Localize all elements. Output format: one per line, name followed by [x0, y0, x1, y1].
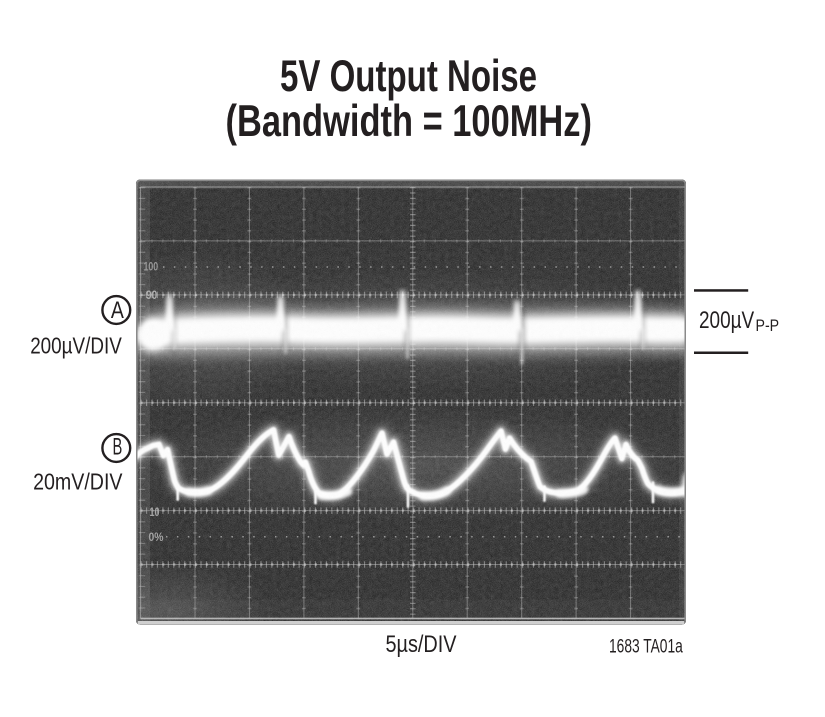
svg-text:5µs/DIV: 5µs/DIV: [386, 631, 457, 658]
svg-text:200µV/DIV: 200µV/DIV: [30, 333, 122, 359]
svg-text:1683 TA01a: 1683 TA01a: [609, 636, 683, 657]
svg-text:(Bandwidth = 100MHz): (Bandwidth = 100MHz): [226, 97, 593, 146]
svg-text:20mV/DIV: 20mV/DIV: [33, 468, 123, 494]
svg-text:B: B: [113, 434, 123, 461]
svg-text:P-P: P-P: [756, 317, 780, 335]
svg-text:A: A: [111, 297, 124, 324]
svg-text:5V Output Noise: 5V Output Noise: [280, 52, 537, 101]
svg-text:200µV: 200µV: [699, 307, 754, 334]
